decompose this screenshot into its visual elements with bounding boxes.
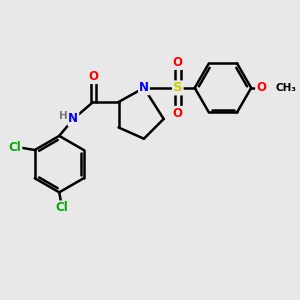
Text: O: O	[173, 56, 183, 69]
Text: O: O	[88, 70, 98, 83]
Text: O: O	[256, 81, 266, 94]
Text: CH₃: CH₃	[275, 83, 296, 93]
Text: S: S	[173, 81, 183, 94]
Text: O: O	[173, 107, 183, 120]
Text: Cl: Cl	[9, 141, 21, 154]
Text: H: H	[59, 111, 68, 121]
Text: Cl: Cl	[56, 201, 68, 214]
Text: N: N	[139, 81, 149, 94]
Text: N: N	[68, 112, 78, 125]
